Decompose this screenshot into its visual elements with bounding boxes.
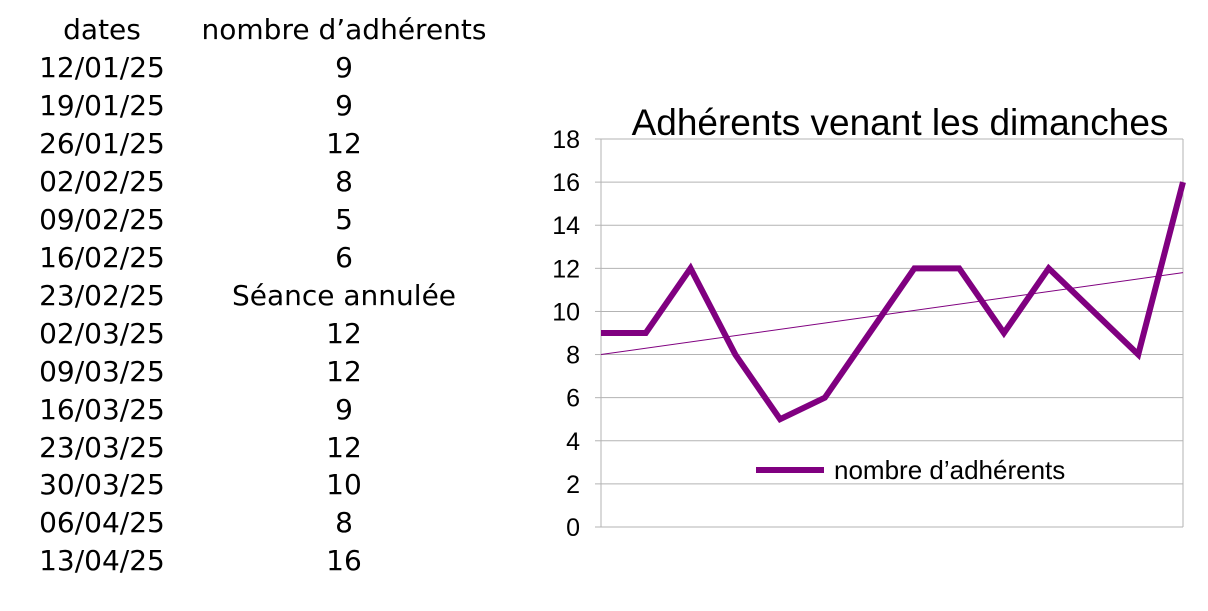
table-cell-date: 16/02/25 xyxy=(39,240,165,274)
table-cell-date: 02/03/25 xyxy=(39,316,165,350)
grid-lines xyxy=(601,138,1183,528)
table-cell-date: 02/02/25 xyxy=(39,164,165,198)
table-cell-count: 10 xyxy=(326,468,362,502)
table-cell-date: 13/04/25 xyxy=(39,544,165,578)
table-cell-count: 5 xyxy=(335,202,353,236)
y-tick-label: 12 xyxy=(552,255,580,283)
y-tick-label: 14 xyxy=(552,212,580,240)
table-cell-count: 12 xyxy=(326,430,362,464)
data-table: dates nombre d’adhérents 12/01/25 9 19/01/25… xyxy=(0,0,520,611)
table-cell-count: 16 xyxy=(326,544,362,578)
table-cell-date: 09/02/25 xyxy=(39,202,165,236)
table-cell-date: 09/03/25 xyxy=(39,354,165,388)
series-line xyxy=(601,181,1186,424)
table-cell-date: 30/03/25 xyxy=(39,468,165,502)
legend-label: nombre d’adhérents xyxy=(834,455,1065,485)
y-tick-label: 10 xyxy=(552,298,580,326)
table-cell-count: Séance annulée xyxy=(231,278,457,312)
legend: nombre d’adhérents xyxy=(756,455,1065,485)
y-tick-label: 16 xyxy=(552,169,580,197)
table-cell-date: 23/02/25 xyxy=(39,278,165,312)
table-cell-date: 23/03/25 xyxy=(39,430,165,464)
table-cell-date: 06/04/25 xyxy=(39,506,165,540)
y-tick-label: 4 xyxy=(566,428,580,456)
table-cell-date: 26/01/25 xyxy=(39,126,165,160)
table-cell-count: 9 xyxy=(335,88,353,122)
header-adherents: nombre d’adhérents xyxy=(201,13,487,46)
y-tick-label: 8 xyxy=(566,342,580,370)
chart-title: Adhérents venant les dimanches xyxy=(632,102,1169,143)
y-tick-label: 6 xyxy=(566,385,580,413)
table-cell-count: 12 xyxy=(326,126,362,160)
y-tick-label: 2 xyxy=(566,471,580,499)
table-cell-count: 9 xyxy=(335,51,353,84)
table-cell-date: 19/01/25 xyxy=(39,88,165,122)
header-dates: dates xyxy=(63,13,141,46)
trendline xyxy=(600,272,1184,356)
table-cell-date: 16/03/25 xyxy=(39,392,165,426)
table-cell-count: 12 xyxy=(326,354,362,388)
table-cell-count: 8 xyxy=(335,506,353,540)
y-tick-label: 18 xyxy=(552,126,580,154)
table-cell-date: 12/01/25 xyxy=(39,51,165,84)
series-layer xyxy=(600,181,1186,424)
table-cell-count: 8 xyxy=(335,164,353,198)
table-cell-count: 6 xyxy=(335,240,353,274)
table-cell-count: 9 xyxy=(335,392,353,426)
y-tick-label: 0 xyxy=(566,514,580,542)
y-axis: 0 2 4 6 8 10 12 14 16 18 xyxy=(552,126,1184,542)
trendline-layer xyxy=(600,272,1184,356)
table-cell-count: 12 xyxy=(326,316,362,350)
